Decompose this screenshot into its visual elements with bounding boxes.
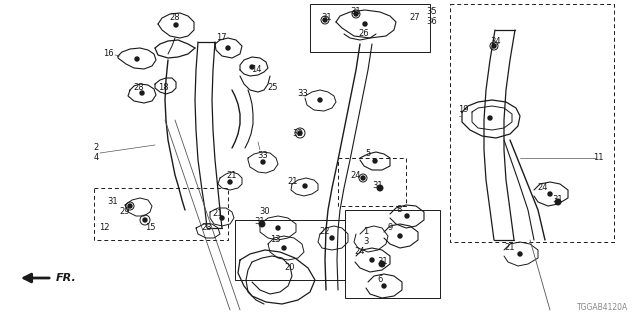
Text: 21: 21 [288,178,298,187]
Bar [94,188,228,240]
Text: 21: 21 [227,171,237,180]
Text: 1: 1 [364,228,369,236]
Circle shape [226,46,230,50]
Text: 28: 28 [134,83,144,92]
Circle shape [330,236,334,240]
Circle shape [298,131,302,135]
Circle shape [303,184,307,188]
Text: 33: 33 [258,150,268,159]
Text: 5: 5 [365,148,371,157]
Circle shape [174,23,178,27]
Text: 11: 11 [593,154,604,163]
Text: 21: 21 [505,244,515,252]
Circle shape [377,185,383,191]
Circle shape [259,221,265,227]
Text: 8: 8 [396,205,402,214]
Circle shape [354,12,358,16]
Text: 19: 19 [458,106,468,115]
Circle shape [361,176,365,180]
Text: 31: 31 [553,196,563,204]
Text: 12: 12 [99,223,109,233]
Bar [235,220,345,280]
Circle shape [276,226,280,230]
Circle shape [488,116,492,120]
Text: 17: 17 [216,34,227,43]
Text: 24: 24 [355,247,365,257]
Text: 24: 24 [351,172,361,180]
Circle shape [373,159,377,163]
Circle shape [135,57,139,61]
Circle shape [518,252,522,256]
Bar [450,4,614,242]
Text: 22: 22 [320,228,330,236]
Circle shape [405,214,409,218]
Text: 31: 31 [351,7,362,17]
Text: 31: 31 [372,181,383,190]
Circle shape [370,258,374,262]
Text: 32: 32 [292,129,303,138]
Text: 20: 20 [285,263,295,273]
Text: 30: 30 [260,207,270,217]
Text: 33: 33 [298,89,308,98]
Circle shape [398,234,402,238]
Circle shape [128,204,132,208]
Text: 31: 31 [108,197,118,206]
Circle shape [363,22,367,26]
Circle shape [323,18,327,22]
Circle shape [220,216,224,220]
Text: 29: 29 [120,207,131,217]
Text: 24: 24 [538,183,548,193]
Circle shape [228,180,232,184]
Circle shape [548,192,552,196]
Circle shape [492,44,496,48]
Circle shape [382,284,386,288]
Text: 25: 25 [268,83,278,92]
Text: 27: 27 [410,13,420,22]
Text: 31: 31 [255,218,266,227]
Bar [310,4,430,52]
Text: 4: 4 [93,153,99,162]
Circle shape [379,261,385,267]
Bar [345,210,440,298]
Text: 28: 28 [170,13,180,22]
Text: 31: 31 [322,13,332,22]
Text: 36: 36 [427,18,437,27]
Text: 26: 26 [358,28,369,37]
Text: 18: 18 [157,83,168,92]
Circle shape [140,91,144,95]
Text: FR.: FR. [56,273,77,283]
Text: 34: 34 [491,37,501,46]
Circle shape [250,65,254,69]
Text: 9: 9 [387,223,392,233]
Text: 13: 13 [269,236,280,244]
Text: 3: 3 [364,237,369,246]
Text: 35: 35 [427,7,437,17]
Text: 16: 16 [102,49,113,58]
Text: TGGAB4120A: TGGAB4120A [577,303,628,312]
Circle shape [143,218,147,222]
Text: 14: 14 [251,65,261,74]
Text: 21: 21 [212,210,223,219]
Text: 31: 31 [378,258,388,267]
Circle shape [318,98,322,102]
Circle shape [282,246,286,250]
Circle shape [555,199,561,205]
Text: 2: 2 [93,143,99,153]
Text: 23: 23 [202,223,212,233]
Bar [338,158,406,206]
Text: 6: 6 [378,276,383,284]
Circle shape [261,160,265,164]
Text: 15: 15 [145,223,156,233]
